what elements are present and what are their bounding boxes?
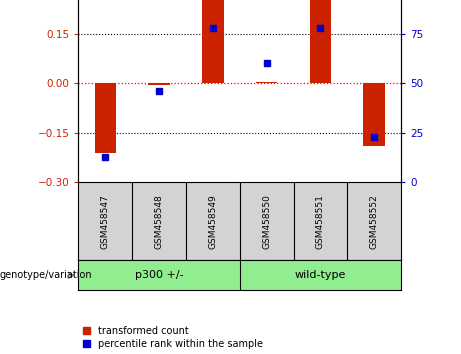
Bar — [148, 83, 170, 85]
Text: p300 +/-: p300 +/- — [135, 270, 183, 280]
Bar — [202, 0, 224, 83]
Legend: transformed count, percentile rank within the sample: transformed count, percentile rank withi… — [83, 326, 263, 349]
Bar — [256, 81, 278, 83]
Bar — [95, 83, 116, 153]
Text: GSM458551: GSM458551 — [316, 194, 325, 249]
Text: wild-type: wild-type — [295, 270, 346, 280]
Text: GSM458549: GSM458549 — [208, 194, 217, 249]
Text: GSM458552: GSM458552 — [370, 194, 378, 249]
Text: GSM458547: GSM458547 — [101, 194, 110, 249]
Text: genotype/variation: genotype/variation — [0, 270, 93, 280]
Text: GSM458550: GSM458550 — [262, 194, 271, 249]
Bar — [363, 83, 385, 146]
Text: GSM458548: GSM458548 — [154, 194, 164, 249]
Bar — [310, 0, 331, 83]
